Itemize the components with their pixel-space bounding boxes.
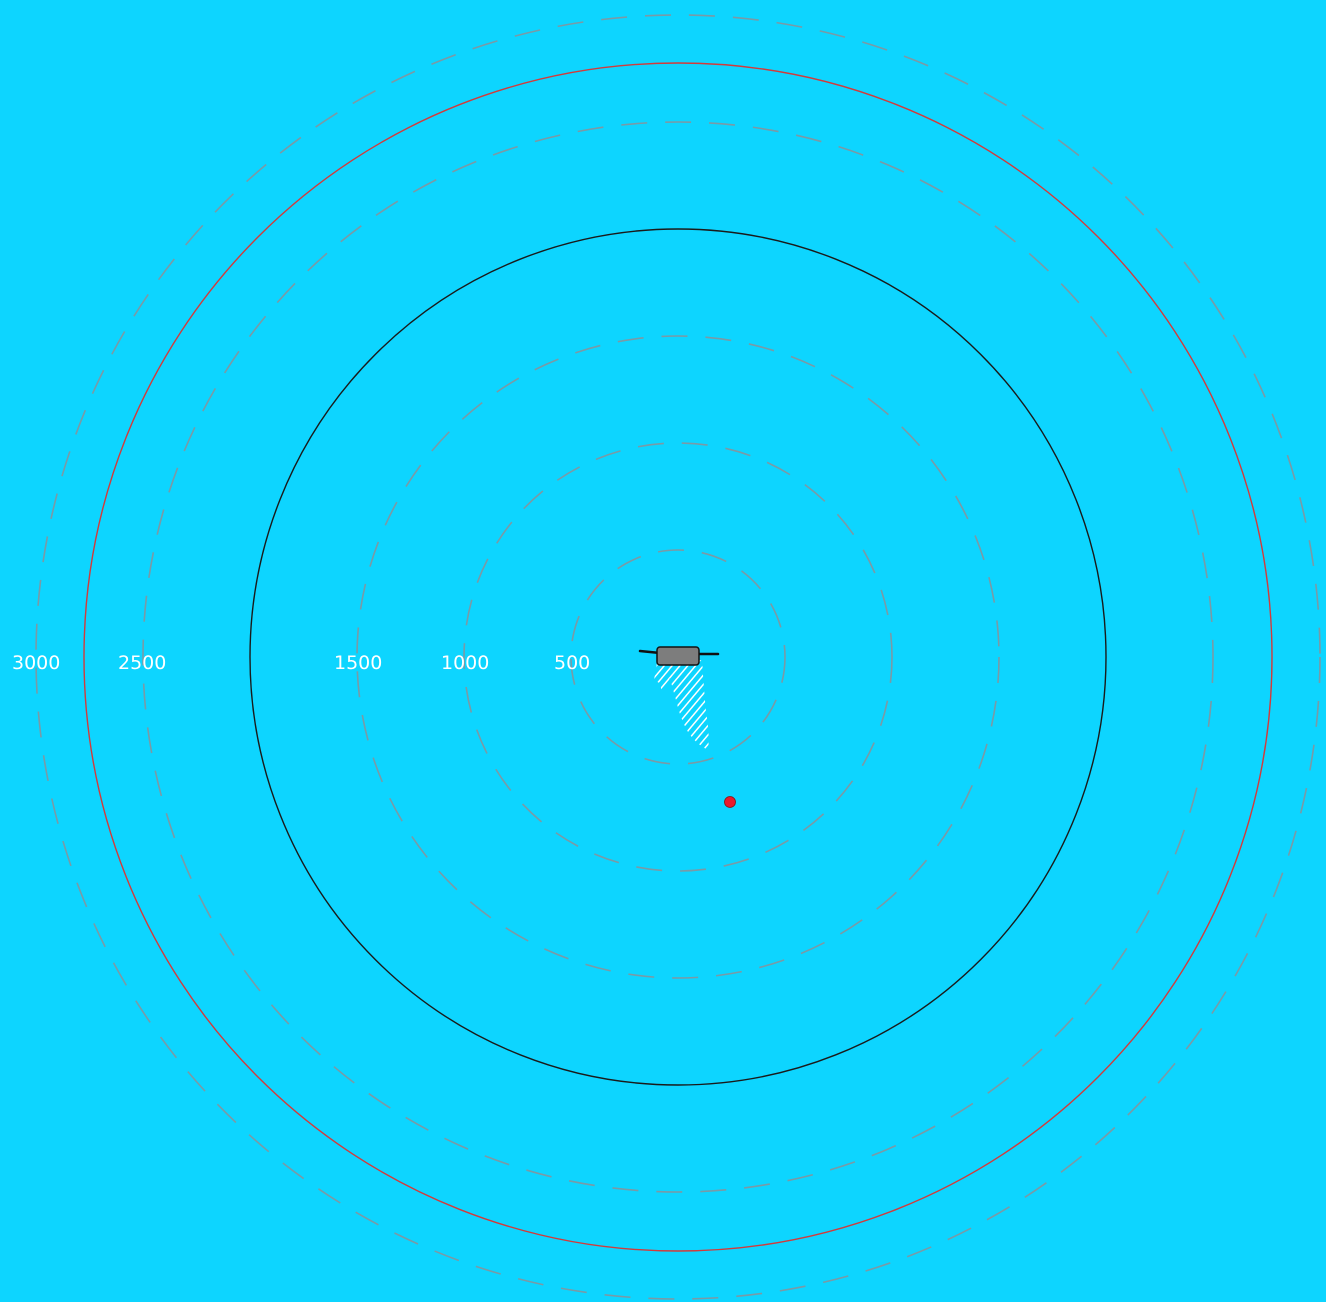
range-ring-500 (570, 549, 786, 765)
ship-icon[interactable] (638, 646, 720, 666)
range-ring-1000 (463, 442, 893, 872)
range-label-500: 500 (554, 652, 590, 674)
range-ring-1500 (356, 335, 1000, 979)
outer-limit-ring (83, 62, 1273, 1252)
range-labels: 3000 2500 1500 1000 500 (12, 652, 590, 674)
range-label-1500: 1500 (334, 652, 382, 674)
range-rings (35, 14, 1321, 1300)
target-dot-icon[interactable] (724, 796, 736, 808)
range-label-2500: 2500 (118, 652, 166, 674)
ship-body (656, 646, 700, 666)
inner-limit-ring (249, 228, 1107, 1086)
range-label-1000: 1000 (441, 652, 489, 674)
wake-trail-icon (654, 660, 709, 750)
range-ring-3000 (35, 14, 1321, 1300)
range-label-3000: 3000 (12, 652, 60, 674)
range-ring-2500 (142, 121, 1214, 1193)
